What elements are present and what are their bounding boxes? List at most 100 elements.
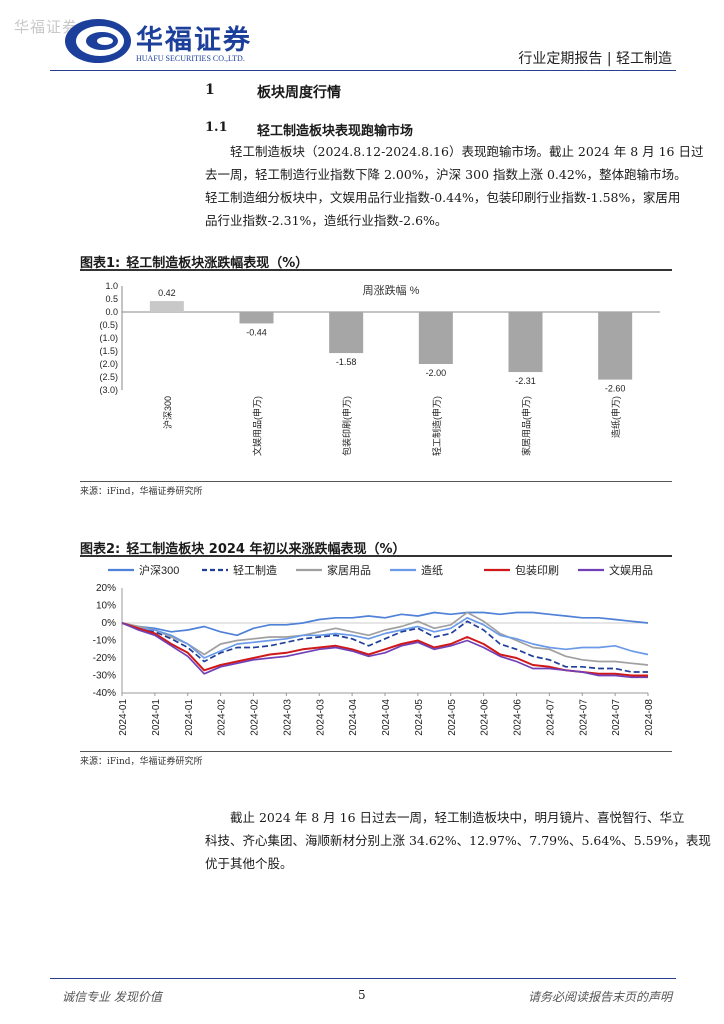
- paragraph-line: 轻工制造板块（2024.8.12-2024.8.16）表现跑输市场。截止 202…: [230, 144, 704, 159]
- figure2-top-rule: [80, 555, 672, 557]
- page-number: 5: [358, 988, 366, 1002]
- section-title: 板块周度行情: [257, 85, 341, 101]
- x-tick-label: 2024-04: [348, 699, 359, 736]
- legend-label: 轻工制造: [233, 563, 277, 577]
- series-line: [121, 620, 648, 673]
- x-tick-label: 沪深300: [162, 396, 173, 429]
- figure1-top-rule: [80, 269, 672, 271]
- company-logo: 华福证券 HUAFU SECURITIES CO.,LTD.: [62, 16, 272, 68]
- figure2-caption: 轻工制造板块 2024 年初以来涨跌幅表现（%）: [126, 542, 406, 557]
- series-line: [121, 611, 649, 637]
- footer-divider: [50, 978, 676, 979]
- series-line: [121, 616, 649, 659]
- bar-data-label: 0.42: [158, 288, 176, 298]
- legend-label: 造纸: [421, 563, 443, 577]
- figure1-caption: 轻工制造板块涨跌幅表现（%）: [126, 256, 309, 271]
- x-tick-label: 2024-04: [381, 699, 392, 736]
- y-tick-label: (1.0): [99, 333, 118, 343]
- x-tick-label: 2024-03: [315, 699, 326, 736]
- bar: [149, 301, 184, 312]
- paragraph-line: 去一周，轻工制造行业指数下降 2.00%，沪深 300 指数上涨 0.42%，整…: [205, 167, 687, 182]
- bar: [598, 312, 633, 380]
- watermark: 华福证券: [14, 18, 79, 36]
- paragraph-line: 科技、齐心集团、海顺新材分别上涨 34.62%、12.97%、7.79%、5.6…: [205, 833, 711, 848]
- y-tick-label: -30%: [93, 671, 116, 682]
- weekly-change-bar-chart: 1.0 0.5 0.0 (0.5) (1.0) (1.5) (2.0) (2.5) (3.0) 周…: [99, 281, 660, 456]
- y-tick-label: 10%: [96, 601, 116, 612]
- figure1-label: 图表1:: [80, 256, 121, 271]
- y-tick-label: 0.5: [105, 294, 118, 304]
- footer-slogan: 诚信专业 发现价值: [62, 990, 162, 1004]
- paragraph-line: 截止 2024 年 8 月 16 日过去一周，轻工制造板块中，明月镜片、喜悦智行…: [230, 810, 685, 825]
- bar-data-label: -2.60: [605, 384, 626, 394]
- y-tick-label: (1.5): [99, 346, 118, 356]
- footer-disclaimer: 请务必阅读报告末页的声明: [527, 990, 672, 1004]
- bar-data-label: -2.00: [426, 368, 447, 378]
- x-tick-label: 2024-02: [250, 699, 261, 736]
- x-tick-label: 2024-07: [545, 699, 556, 736]
- y-tick-label: 20%: [96, 583, 116, 594]
- section-number: 1: [205, 82, 215, 98]
- x-tick-label: 2024-01: [151, 699, 162, 736]
- x-tick-label: 2024-01: [184, 699, 195, 736]
- bar: [239, 312, 274, 324]
- x-tick-label: 2024-07: [611, 699, 622, 736]
- x-tick-label: 2024-07: [578, 699, 589, 736]
- y-tick-label: -40%: [93, 688, 116, 699]
- subsection-title: 轻工制造板块表现跑输市场: [257, 124, 414, 139]
- paragraph-weekly-performance: 轻工制造板块（2024.8.12-2024.8.16）表现跑输市场。截止 202…: [205, 140, 704, 232]
- header-divider: [50, 70, 676, 71]
- figure1-title: 图表1: 轻工制造板块涨跌幅表现（%）: [80, 252, 308, 271]
- y-tick-label: 1.0: [105, 281, 118, 291]
- x-tick-label: 2024-02: [217, 699, 228, 736]
- bar: [508, 312, 543, 373]
- legend-label: 沪深300: [139, 563, 179, 577]
- legend-label: 文娱用品: [609, 563, 653, 577]
- bar-data-label: -2.31: [515, 376, 536, 386]
- legend-label: 包装印刷: [515, 564, 559, 577]
- y-tick-label: -10%: [93, 636, 116, 647]
- series-line: [121, 622, 648, 679]
- x-tick-label: 2024-03: [282, 699, 293, 736]
- x-tick-label: 家居用品(申万): [521, 396, 532, 456]
- bar: [329, 312, 364, 354]
- bar: [418, 312, 453, 364]
- figure2-label: 图表2:: [80, 542, 121, 557]
- y-tick-label: (2.5): [99, 372, 118, 382]
- paragraph-line: 品行业指数-2.31%，造纸行业指数-2.6%。: [205, 213, 448, 228]
- x-tick-label: 轻工制造(申万): [431, 396, 442, 456]
- company-name-en: HUAFU SECURITIES CO.,LTD.: [136, 54, 245, 63]
- bar-data-label: -0.44: [246, 327, 267, 337]
- figure1-source: 来源：iFind，华福证券研究所: [80, 487, 203, 497]
- y-tick-label: (2.0): [99, 359, 118, 369]
- y-tick-label: (0.5): [99, 320, 118, 330]
- ytd-change-line-chart: 沪深300 轻工制造 家居用品 造纸 包装印刷 文娱用品 20% 10% 0% -10% -20% -…: [93, 563, 655, 736]
- company-name-cn: 华福证券: [136, 25, 252, 56]
- bar-data-label: -1.58: [336, 357, 357, 367]
- y-tick-label: -20%: [93, 653, 116, 664]
- series-line: [121, 611, 649, 666]
- x-tick-label: 2024-01: [118, 699, 129, 736]
- chart1-title: 周涨跌幅 %: [363, 283, 420, 297]
- figure1-bottom-rule: [80, 481, 672, 482]
- paragraph-line: 轻工制造细分板块中，文娱用品行业指数-0.44%，包装印刷行业指数-1.58%，…: [205, 190, 681, 205]
- x-tick-label: 包装印刷(申万): [341, 396, 352, 456]
- figure2-bottom-rule: [80, 751, 672, 752]
- y-tick-label: (3.0): [99, 385, 118, 395]
- paragraph-line: 优于其他个股。: [205, 856, 293, 871]
- logo-swirl-icon: [65, 19, 131, 63]
- report-type: 行业定期报告 | 轻工制造: [518, 51, 672, 67]
- subsection-number: 1.1: [205, 120, 228, 135]
- figure2-source: 来源：iFind，华福证券研究所: [80, 757, 203, 767]
- y-tick-label: 0.0: [105, 307, 118, 317]
- legend-label: 家居用品: [327, 563, 371, 577]
- x-tick-label: 2024-05: [447, 699, 458, 736]
- x-tick-label: 2024-05: [414, 699, 425, 736]
- x-tick-label: 2024-08: [644, 699, 655, 736]
- x-tick-label: 2024-06: [480, 699, 491, 736]
- x-tick-label: 文娱用品(申万): [252, 396, 263, 456]
- figure2-title: 图表2: 轻工制造板块 2024 年初以来涨跌幅表现（%）: [80, 538, 406, 557]
- x-tick-label: 造纸(申万): [610, 396, 621, 438]
- x-tick-label: 2024-06: [513, 699, 524, 736]
- paragraph-top-stocks: 截止 2024 年 8 月 16 日过去一周，轻工制造板块中，明月镜片、喜悦智行…: [205, 806, 711, 875]
